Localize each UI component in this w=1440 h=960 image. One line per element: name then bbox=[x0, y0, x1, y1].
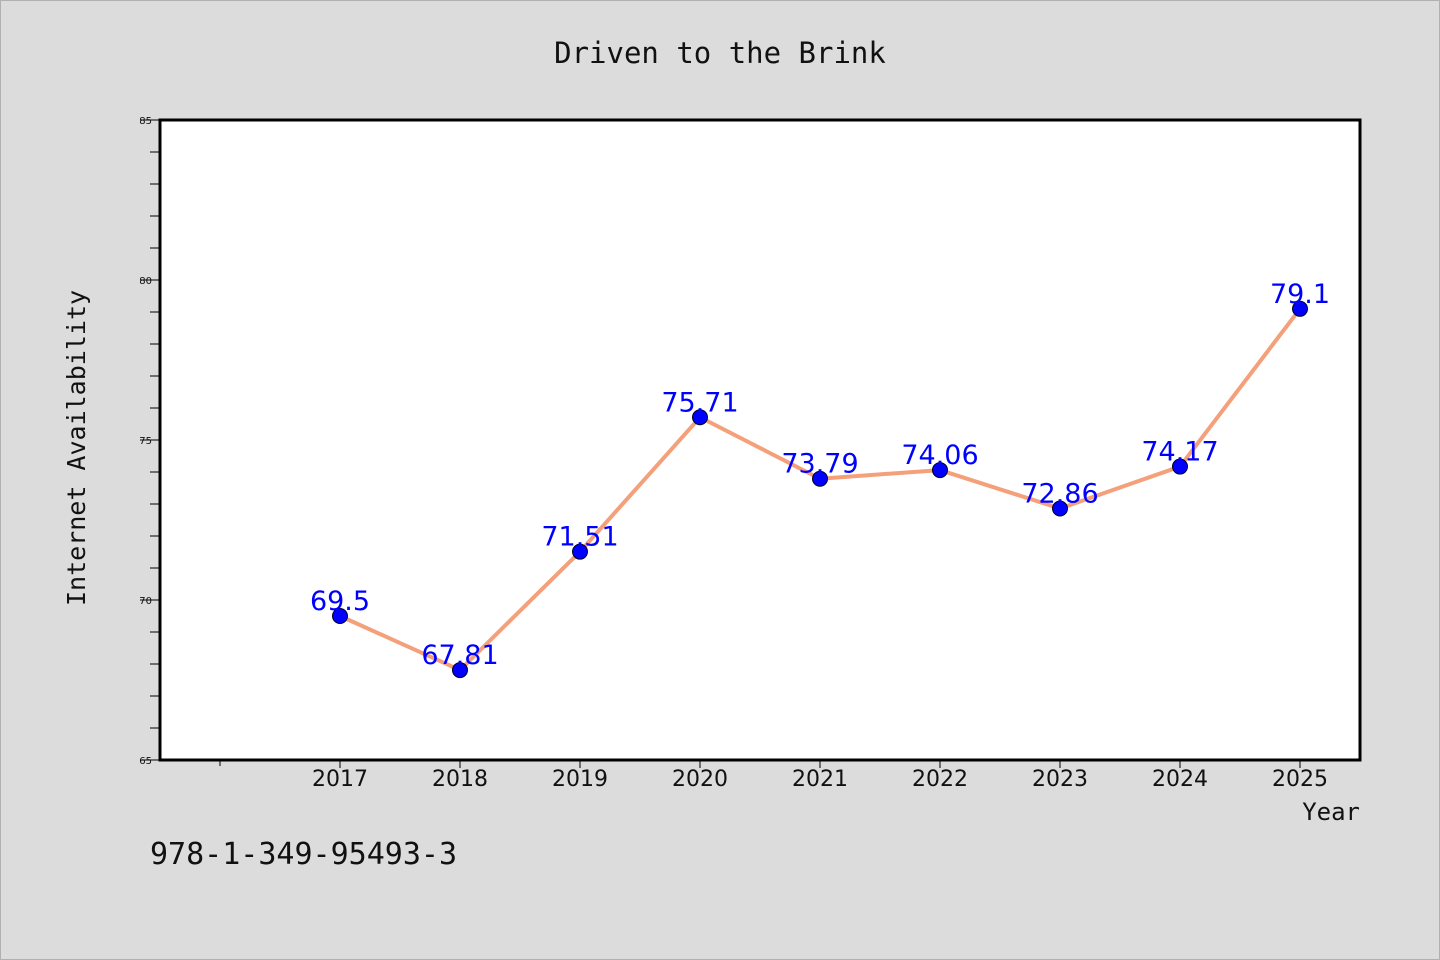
footer-isbn: 978-1-349-95493-3 bbox=[150, 837, 457, 872]
y-tick-label: 85 bbox=[139, 116, 152, 127]
x-tick-label: 2025 bbox=[1272, 767, 1328, 792]
data-point bbox=[692, 409, 708, 426]
data-point bbox=[812, 470, 828, 487]
data-label: 72.86 bbox=[1021, 478, 1098, 509]
data-label: 75.71 bbox=[661, 387, 738, 418]
chart-title: Driven to the Brink bbox=[554, 36, 886, 70]
data-points bbox=[332, 300, 1308, 679]
data-label: 79.1 bbox=[1270, 279, 1330, 310]
data-point bbox=[1292, 300, 1308, 317]
x-tick-label: 2018 bbox=[432, 767, 488, 792]
x-tick-label: 2022 bbox=[912, 767, 968, 792]
plot-frame bbox=[158, 118, 1362, 762]
data-point bbox=[1172, 458, 1188, 475]
y-tick-label: 70 bbox=[139, 596, 152, 607]
data-point bbox=[452, 662, 468, 679]
x-axis-ticks: 2017 2018 2019 2020 2021 2022 2023 2024 2025 bbox=[219, 760, 1328, 792]
data-label: 69.5 bbox=[310, 586, 370, 617]
y-tick-label: 80 bbox=[139, 276, 152, 287]
y-axis-ticks: 65 70 75 80 85 bbox=[139, 116, 160, 767]
data-label: 67.81 bbox=[421, 640, 498, 671]
x-tick-label: 2017 bbox=[312, 767, 368, 792]
data-point bbox=[572, 543, 588, 560]
y-tick-label: 75 bbox=[139, 436, 152, 447]
data-label: 74.17 bbox=[1141, 437, 1218, 468]
y-tick-label: 65 bbox=[139, 756, 152, 767]
data-point bbox=[932, 462, 948, 479]
data-labels: 69.5 67.81 71.51 75.71 73.79 74.06 72.86 74.17 7… bbox=[310, 279, 1330, 671]
data-point bbox=[1052, 500, 1068, 517]
y-axis-label: Internet Availability bbox=[62, 290, 91, 606]
x-axis-label: Year bbox=[1302, 798, 1360, 826]
x-tick-label: 2023 bbox=[1032, 767, 1088, 792]
plot-area bbox=[160, 120, 1360, 760]
x-tick-label: 2019 bbox=[552, 767, 608, 792]
data-label: 73.79 bbox=[781, 449, 858, 480]
x-tick-label: 2021 bbox=[792, 767, 848, 792]
data-point bbox=[332, 608, 348, 624]
data-label: 74.06 bbox=[901, 440, 978, 471]
data-label: 71.51 bbox=[541, 522, 618, 553]
x-tick-label: 2024 bbox=[1152, 767, 1208, 792]
x-tick-label: 2020 bbox=[672, 767, 728, 792]
